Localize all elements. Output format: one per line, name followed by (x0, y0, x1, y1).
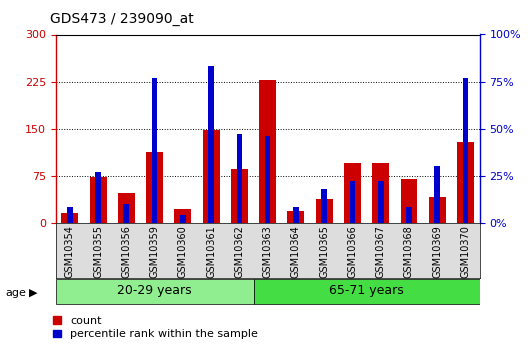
Bar (265, 136, 270, 223)
Bar (174, 209, 191, 223)
Bar (231, 169, 248, 223)
Text: GSM10363: GSM10363 (263, 225, 272, 278)
Bar (378, 181, 384, 223)
Bar (208, 67, 214, 223)
Text: GSM10355: GSM10355 (93, 225, 103, 278)
Text: GDS473 / 239090_at: GDS473 / 239090_at (50, 12, 194, 26)
Legend: count, percentile rank within the sample: count, percentile rank within the sample (53, 316, 258, 339)
Bar (372, 163, 389, 223)
Bar (259, 80, 276, 223)
Text: GSM10360: GSM10360 (178, 225, 188, 278)
Text: 65-71 years: 65-71 years (329, 285, 404, 297)
Bar (435, 166, 440, 223)
Text: GSM10368: GSM10368 (404, 225, 414, 278)
Bar (236, 134, 242, 223)
Text: age: age (5, 288, 26, 297)
Bar (95, 172, 101, 223)
Text: GSM10359: GSM10359 (149, 225, 160, 278)
Bar (67, 207, 73, 223)
Bar (406, 207, 412, 223)
Text: GSM10354: GSM10354 (65, 225, 75, 278)
Text: GSM10367: GSM10367 (376, 225, 386, 278)
Text: GSM10361: GSM10361 (206, 225, 216, 278)
Bar (316, 199, 333, 223)
Text: GSM10366: GSM10366 (348, 225, 357, 278)
Bar (202, 130, 219, 223)
Bar (152, 78, 157, 223)
Text: GSM10364: GSM10364 (291, 225, 301, 278)
Bar (180, 215, 186, 223)
Bar (56, 279, 253, 304)
Text: GSM10365: GSM10365 (319, 225, 329, 278)
Text: GSM10356: GSM10356 (121, 225, 131, 278)
Bar (253, 279, 480, 304)
Bar (287, 211, 304, 223)
Bar (401, 179, 418, 223)
Text: GSM10369: GSM10369 (432, 225, 442, 278)
Text: GSM10362: GSM10362 (234, 225, 244, 278)
Bar (350, 181, 355, 223)
Bar (344, 163, 361, 223)
Bar (293, 207, 299, 223)
Bar (321, 189, 327, 223)
Text: GSM10370: GSM10370 (461, 225, 471, 278)
Bar (457, 142, 474, 223)
Bar (429, 197, 446, 223)
Bar (118, 193, 135, 223)
Bar (61, 213, 78, 223)
Bar (123, 204, 129, 223)
Text: ▶: ▶ (29, 288, 38, 297)
Text: 20-29 years: 20-29 years (117, 285, 192, 297)
Bar (90, 177, 107, 223)
Bar (463, 78, 469, 223)
Bar (146, 152, 163, 223)
